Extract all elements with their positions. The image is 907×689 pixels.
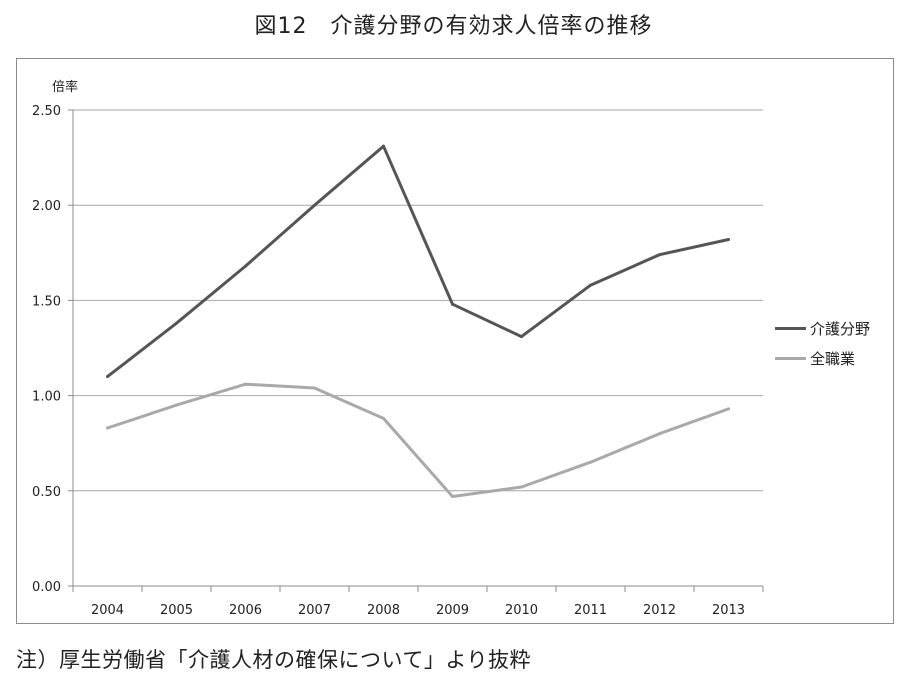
legend-label: 介護分野	[810, 319, 871, 338]
legend-item: 全職業	[775, 343, 870, 373]
x-tick-label: 2005	[160, 603, 193, 618]
y-axis-label: 倍率	[52, 79, 78, 95]
data-point	[727, 407, 730, 411]
data-point	[658, 432, 661, 436]
x-tick-label: 2009	[436, 603, 469, 618]
data-point	[520, 335, 523, 339]
figure-title: 図12 介護分野の有効求人倍率の推移	[254, 14, 653, 39]
data-point	[244, 264, 247, 268]
data-point	[244, 382, 247, 386]
chart-frame	[16, 58, 894, 624]
y-tick-label: 1.00	[32, 390, 61, 405]
y-tick-label: 0.00	[32, 580, 61, 595]
x-tick-label: 2006	[229, 603, 262, 618]
legend-label: 全職業	[810, 349, 856, 368]
y-tick-label: 2.50	[32, 104, 61, 119]
legend-swatch	[775, 356, 806, 360]
data-point	[520, 485, 523, 489]
y-tick-label: 0.50	[32, 485, 61, 500]
data-point	[451, 302, 454, 306]
series-line-2	[106, 382, 730, 498]
data-point	[658, 253, 661, 257]
series-line-1	[106, 144, 730, 379]
x-tick-label: 2012	[643, 603, 676, 618]
y-tick-label: 2.00	[32, 199, 61, 214]
x-tick-label: 2007	[298, 603, 331, 618]
data-point	[382, 416, 385, 420]
x-tick-label: 2011	[574, 603, 607, 618]
chart-legend: 介護分野 全職業	[775, 313, 870, 373]
data-point	[106, 375, 109, 379]
y-tick-label: 1.50	[32, 294, 61, 309]
x-tick-label: 2008	[367, 603, 400, 618]
x-tick-label: 2013	[712, 603, 745, 618]
data-point	[175, 403, 178, 407]
data-point	[727, 237, 730, 241]
x-tick-label: 2004	[91, 603, 124, 618]
legend-swatch	[775, 326, 806, 330]
data-point	[451, 495, 454, 499]
data-point	[313, 203, 316, 207]
data-point	[589, 283, 592, 287]
source-note: 注）厚生労働省「介護人材の確保について」より抜粋	[16, 648, 531, 672]
data-point	[106, 426, 109, 430]
legend-item: 介護分野	[775, 313, 870, 343]
data-point	[382, 144, 385, 148]
data-point	[589, 460, 592, 464]
data-point	[175, 321, 178, 325]
data-point	[313, 386, 316, 390]
x-tick-label: 2010	[505, 603, 538, 618]
